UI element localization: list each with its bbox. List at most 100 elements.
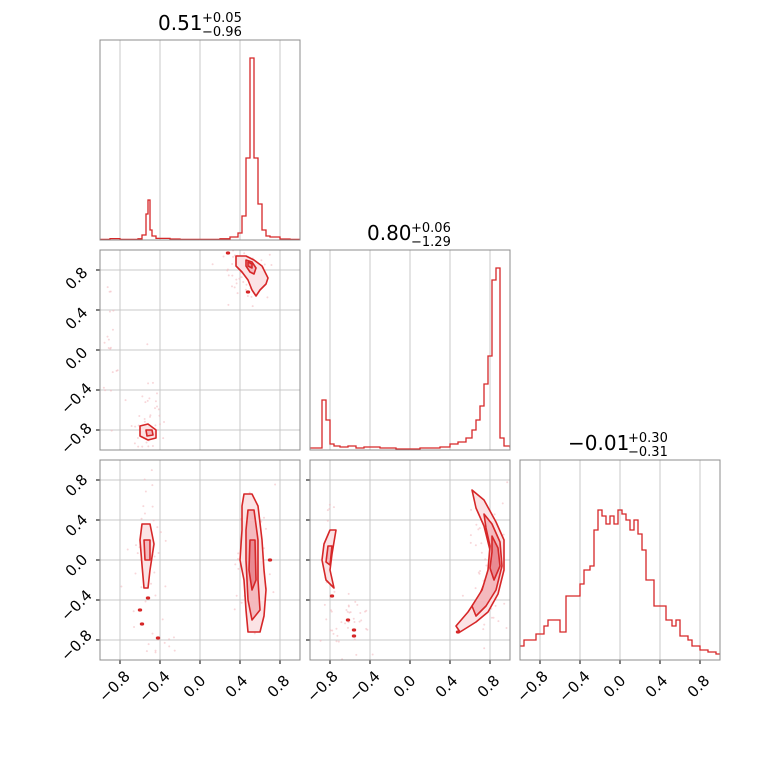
scatter-point [133,442,136,445]
scatter-point [231,274,234,277]
scatter-point [482,628,485,631]
scatter-point [264,527,267,530]
scatter-point [146,399,149,402]
scatter-point [503,602,506,605]
scatter-point [164,539,167,542]
scatter-point [494,604,497,607]
contour-level-inner [325,545,333,566]
y-tick-label: 0.4 [62,511,92,541]
histogram-bin [552,620,556,660]
scatter-point [137,424,140,427]
scatter-point [137,445,140,448]
scatter-point [240,601,243,604]
scatter-point [102,386,105,389]
scatter-point [232,255,235,258]
scatter-point [483,647,486,650]
contour-blob [155,636,161,640]
scatter-point [133,626,136,629]
contour-blob [145,596,151,600]
marginal-histogram-param-3 [519,459,721,664]
histogram-bin [524,640,532,660]
scatter-point [319,639,322,642]
scatter-point [344,622,347,625]
scatter-point [479,570,482,573]
scatter-point [233,608,236,611]
scatter-point [237,552,240,555]
scatter-point [490,616,493,619]
scatter-point [155,392,158,395]
scatter-point [501,502,504,505]
histogram-step-line [100,57,300,240]
scatter-point [163,421,166,424]
histogram-bin [560,632,566,660]
scatter-point [353,621,356,624]
scatter-point [244,288,247,291]
title-plus: +0.06 [411,221,451,236]
x-tick-label: 0.8 [264,672,294,702]
histogram-bin [614,524,618,660]
y-tick-label: 0.8 [62,264,92,294]
scatter-point [110,429,113,432]
histogram-bin [654,606,660,660]
y-tick-label: −0.4 [57,586,95,624]
x-tick-label: −0.4 [345,667,383,705]
scatter-point [172,636,175,639]
scatter-point [150,582,153,585]
scatter-point [152,519,155,522]
scatter-point [345,609,348,612]
scatter-point [245,283,248,286]
scatter-point [268,253,271,256]
scatter-point [130,425,133,428]
scatter-point [141,445,144,448]
scatter-point [346,626,349,629]
x-tick-label: −0.4 [135,667,173,705]
scatter-point [150,469,153,472]
y-tick-label: −0.8 [57,626,95,664]
scatter-point [151,505,154,508]
scatter-point [154,400,157,403]
marginal-histogram-param-1 [99,39,301,241]
scatter-point [168,638,171,641]
scatter-point [211,263,214,266]
scatter-point [157,552,160,555]
scatter-point [163,641,166,644]
scatter-point [238,277,241,280]
scatter-point [144,490,147,493]
histogram-bin [566,596,572,660]
scatter-point [145,441,148,444]
scatter-point [236,557,239,560]
scatter-point [478,572,481,575]
scatter-point [138,414,141,417]
x-tick-label: −0.4 [555,667,593,705]
scatter-point [144,600,147,603]
scatter-point [106,335,109,338]
histogram-bin [540,634,544,660]
title-minus: −0.96 [202,25,242,40]
y-tick-label: −0.8 [57,419,95,457]
contour-blob [351,634,357,638]
scatter-point [116,369,119,372]
histogram-bin [692,646,700,660]
scatter-point [352,617,355,620]
scatter-point [475,523,478,526]
scatter-point [143,512,146,515]
scatter-point [231,285,234,288]
x-tick-label: 0.8 [474,672,504,702]
scatter-point [268,573,271,576]
scatter-point [153,555,156,558]
y-tick-label: 0.8 [62,471,92,501]
scatter-point [140,517,143,520]
scatter-point [109,389,112,392]
scatter-point [248,491,251,494]
scatter-point [149,415,152,418]
scatter-point [356,603,359,606]
scatter-point [355,663,357,665]
scatter-point [328,503,331,506]
scatter-point [469,541,472,544]
histogram-bin [622,514,626,660]
scatter-point [328,507,331,510]
scatter-point [371,653,374,656]
scatter-point [145,650,148,653]
histogram-bin [450,444,458,450]
histogram-bin [458,442,466,450]
